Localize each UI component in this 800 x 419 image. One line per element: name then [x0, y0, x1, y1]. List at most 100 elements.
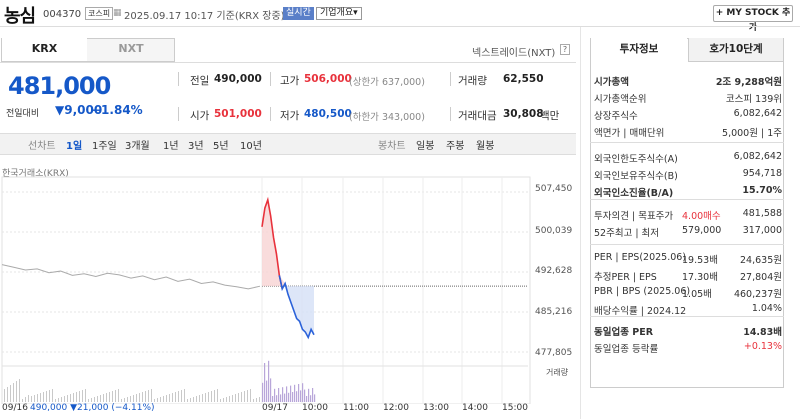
- volume-bar: [133, 395, 134, 402]
- period-monthly[interactable]: 월봉: [476, 141, 495, 152]
- volume-bar: [292, 392, 294, 402]
- chart-source: 한국거래소(KRX): [2, 169, 69, 179]
- volume-bar: [10, 385, 11, 402]
- stock-name: 농심: [4, 6, 36, 27]
- volume-bar: [294, 384, 296, 402]
- info-value: 24,635원: [740, 255, 782, 266]
- volume-bar: [28, 395, 29, 402]
- volume-label: 거래량: [458, 75, 487, 87]
- volume-bar: [163, 396, 164, 402]
- period-3m[interactable]: 3개월: [125, 141, 150, 152]
- volume-bar: [205, 393, 206, 402]
- volume-bar: [64, 396, 65, 402]
- high-label: 고가: [280, 75, 300, 87]
- volume-bar: [58, 398, 59, 402]
- volume-bar: [67, 395, 68, 402]
- price-chart[interactable]: [0, 176, 576, 404]
- volume-bar: [220, 399, 221, 402]
- volume-bar: [288, 392, 290, 402]
- tab-orderbook[interactable]: 호가10단계: [688, 38, 783, 62]
- x-tick: 13:00: [423, 403, 449, 413]
- volume-bar: [250, 389, 251, 402]
- volume-bar: [280, 394, 282, 402]
- volume-bar: [55, 399, 56, 402]
- amount-unit: 백만: [540, 110, 560, 122]
- period-5y[interactable]: 5년: [213, 141, 229, 152]
- header-divider: [0, 26, 800, 27]
- info-row: 추정PER | EPS 17.30배 27,804원: [594, 269, 782, 283]
- volume-bar: [282, 387, 284, 402]
- period-1d[interactable]: 1일: [66, 141, 83, 152]
- info-value: 5,000원 | 1주: [722, 128, 782, 139]
- quote-datetime: 2025.09.17 10:17 기준(KRX 장중): [124, 11, 285, 22]
- down-arrow-icon: ▼: [55, 103, 65, 117]
- volume-bar: [274, 388, 276, 402]
- tab-krx[interactable]: KRX: [2, 38, 87, 61]
- volume-bar: [175, 392, 176, 402]
- volume-bar: [184, 389, 185, 402]
- info-value: 14.83배: [743, 327, 782, 338]
- volume-bar: [142, 392, 143, 402]
- info-value: 19.53배: [682, 255, 718, 266]
- tab-candle-chart[interactable]: 봉차트: [378, 141, 406, 152]
- info-row: 액면가 | 매매단위 5,000원 | 1주: [594, 125, 782, 139]
- company-overview-button[interactable]: 기업개요▾: [316, 7, 362, 20]
- down-area: [282, 283, 314, 338]
- tab-nxt[interactable]: NXT: [118, 42, 144, 55]
- y-tick: 485,216: [535, 307, 573, 317]
- help-icon[interactable]: ?: [560, 44, 570, 55]
- info-label: 액면가 | 매매단위: [594, 128, 665, 139]
- volume-bar: [88, 399, 89, 402]
- info-label: 시가총액순위: [594, 94, 647, 105]
- realtime-button[interactable]: 실시간: [283, 7, 314, 20]
- period-daily[interactable]: 일봉: [416, 141, 435, 152]
- prev-day-summary: 490,000 ▼21,000 (−4.11%): [30, 403, 155, 413]
- volume-bar: [202, 394, 203, 402]
- tab-investment-info[interactable]: 투자정보: [591, 38, 687, 62]
- tab-line-chart[interactable]: 선차트: [28, 141, 56, 152]
- info-separator: [590, 199, 784, 200]
- volume-bar: [262, 382, 264, 402]
- volume-bar: [145, 391, 146, 402]
- info-value: 코스피 139위: [725, 94, 782, 105]
- volume-bar: [306, 396, 308, 402]
- volume-bar: [199, 395, 200, 402]
- nextrade-link[interactable]: 넥스트레이드(NXT): [472, 48, 556, 59]
- info-label: 외국인한도주식수(A): [594, 154, 678, 165]
- info-row: 배당수익률 | 2024.12 1.04%: [594, 303, 782, 317]
- volume-bar: [226, 397, 227, 402]
- info-row: 외국인한도주식수(A) 6,082,642: [594, 151, 782, 165]
- info-value: 481,588: [742, 208, 782, 219]
- info-value: 27,804원: [740, 272, 782, 283]
- volume-bar: [193, 397, 194, 402]
- amount-value: 30,808: [503, 108, 544, 120]
- info-separator: [590, 244, 784, 245]
- period-weekly[interactable]: 주봉: [446, 141, 465, 152]
- period-10y[interactable]: 10년: [240, 141, 262, 152]
- volume-bar: [300, 390, 302, 402]
- volume-bar: [121, 399, 122, 402]
- volume-bar: [296, 391, 298, 402]
- volume-bar: [229, 396, 230, 402]
- volume-bar: [94, 397, 95, 402]
- volume-bar: [272, 396, 274, 402]
- period-1w[interactable]: 1주일: [92, 141, 117, 152]
- volume-bar: [241, 392, 242, 402]
- info-value: 579,000: [682, 225, 722, 236]
- volume-bar: [266, 380, 268, 402]
- volume-bar: [22, 399, 23, 402]
- period-1y[interactable]: 1년: [163, 141, 179, 152]
- volume-bar: [52, 389, 53, 402]
- tab-divider: [0, 62, 576, 63]
- period-3y[interactable]: 3년: [188, 141, 204, 152]
- info-value: 17.30배: [682, 272, 718, 283]
- volume-bar: [270, 378, 272, 402]
- company-overview-label: 기업개요: [320, 8, 354, 18]
- volume-bar: [112, 391, 113, 402]
- volume-bar: [19, 379, 20, 402]
- volume-bar: [217, 389, 218, 402]
- add-mystock-button[interactable]: + MY STOCK 추가: [713, 5, 793, 33]
- volume-bar: [103, 394, 104, 402]
- x-tick: 14:00: [462, 403, 488, 413]
- info-label: 외국인소진율(B/A): [594, 188, 674, 199]
